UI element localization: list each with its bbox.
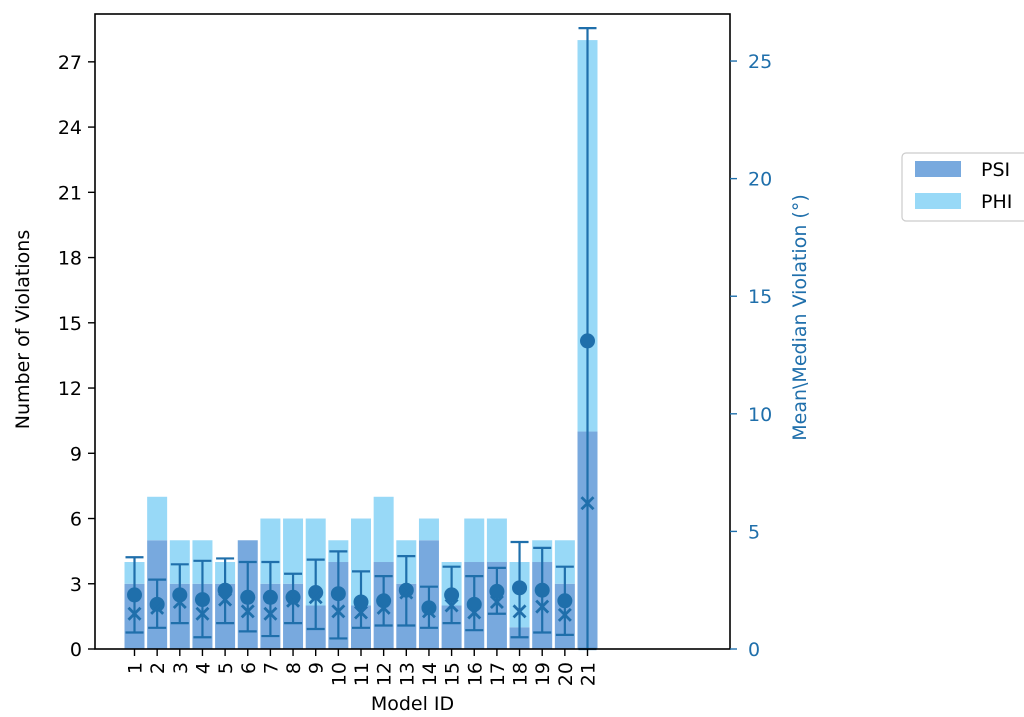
y-tick-label: 0 <box>70 639 82 661</box>
y2-tick-label: 25 <box>748 51 772 73</box>
bar-phi <box>486 518 507 563</box>
median-marker <box>240 604 255 619</box>
x-tick-label: 1 <box>125 662 147 674</box>
bar-phi <box>464 518 485 563</box>
y-tick-label: 15 <box>58 313 82 335</box>
legend-label-phi: PHI <box>981 191 1012 213</box>
x-tick-label: 9 <box>306 662 328 674</box>
x-tick-label: 4 <box>192 662 214 674</box>
median-marker <box>218 592 233 607</box>
mean-marker <box>262 589 278 605</box>
bar-phi <box>147 496 168 541</box>
x-tick-label: 3 <box>170 662 192 674</box>
y-tick-label: 12 <box>58 378 82 400</box>
x-tick-label: 8 <box>283 662 305 674</box>
x-tick-label: 5 <box>215 662 237 674</box>
x-tick-label: 17 <box>487 662 509 686</box>
bar-psi <box>441 605 462 649</box>
mean-marker <box>444 587 460 603</box>
mean-marker <box>534 582 550 598</box>
mean-marker <box>557 593 573 609</box>
median-marker <box>376 600 391 615</box>
y-tick-label: 6 <box>70 509 82 531</box>
median-marker <box>421 604 436 619</box>
mean-marker <box>285 589 301 605</box>
mean-marker <box>580 333 595 349</box>
bar-phi <box>554 540 575 584</box>
bar-phi <box>373 496 394 563</box>
y-tick-label: 3 <box>70 574 82 596</box>
x-tick-label: 6 <box>238 662 260 674</box>
median-marker <box>150 600 165 615</box>
mean-marker <box>512 580 528 596</box>
median-marker <box>580 496 595 511</box>
median-marker <box>444 598 459 613</box>
legend-swatch-psi <box>915 161 961 177</box>
x-axis-label: Model ID <box>371 693 454 715</box>
median-marker <box>557 607 572 622</box>
x-tick-label: 14 <box>419 662 441 686</box>
legend-label-psi: PSI <box>981 159 1010 181</box>
x-tick-label: 7 <box>260 662 282 674</box>
mean-marker <box>489 583 505 599</box>
y2-tick-label: 0 <box>748 639 760 661</box>
mean-marker <box>308 585 324 601</box>
x-tick-label: 16 <box>464 662 486 686</box>
y2-tick-label: 5 <box>748 521 760 543</box>
y-tick-label: 27 <box>58 52 82 74</box>
y-tick-label: 21 <box>58 182 82 204</box>
x-tick-label: 12 <box>374 662 396 686</box>
bar-phi <box>351 518 371 606</box>
x-tick-label: 11 <box>351 662 373 686</box>
mean-marker <box>353 594 369 610</box>
mean-marker <box>421 600 437 616</box>
x-tick-label: 2 <box>147 662 169 674</box>
y-tick-label: 24 <box>58 117 82 139</box>
x-tick-label: 21 <box>578 662 600 686</box>
median-marker <box>535 599 550 614</box>
median-marker <box>354 605 368 620</box>
mean-marker <box>240 589 256 605</box>
y2-axis-label: Mean\Median Violation (°) <box>789 194 811 440</box>
median-marker <box>467 605 482 620</box>
y2-tick-label: 15 <box>748 286 772 308</box>
mean-marker <box>330 586 346 602</box>
median-marker <box>263 606 278 621</box>
bar-phi <box>283 518 304 584</box>
y-axis-label: Number of Violations <box>12 230 34 429</box>
x-tick-label: 18 <box>510 662 532 686</box>
y-tick-label: 9 <box>70 443 82 465</box>
median-marker <box>127 606 142 621</box>
median-marker <box>512 604 527 619</box>
median-marker <box>308 590 323 605</box>
x-tick-label: 15 <box>442 662 464 686</box>
x-tick-label: 20 <box>555 662 577 686</box>
median-marker <box>489 594 504 609</box>
y2-tick-label: 20 <box>748 169 772 191</box>
median-marker <box>286 593 301 608</box>
x-tick-label: 19 <box>532 662 554 686</box>
median-marker <box>195 606 210 621</box>
mean-marker <box>398 582 414 598</box>
mean-marker <box>149 596 165 612</box>
median-marker <box>172 594 187 609</box>
median-marker <box>399 585 414 600</box>
y2-tick-label: 10 <box>748 404 772 426</box>
x-tick-label: 10 <box>328 662 350 686</box>
mean-marker <box>127 587 142 603</box>
mean-marker <box>194 592 210 608</box>
bar-phi <box>169 540 190 584</box>
legend-swatch-phi <box>915 193 961 209</box>
bar-phi <box>260 518 281 584</box>
plot-frame <box>94 13 731 650</box>
y-tick-label: 18 <box>58 248 82 270</box>
mean-marker <box>466 596 482 612</box>
bar-phi <box>418 518 439 541</box>
x-tick-label: 13 <box>396 662 418 686</box>
median-marker <box>331 604 346 619</box>
